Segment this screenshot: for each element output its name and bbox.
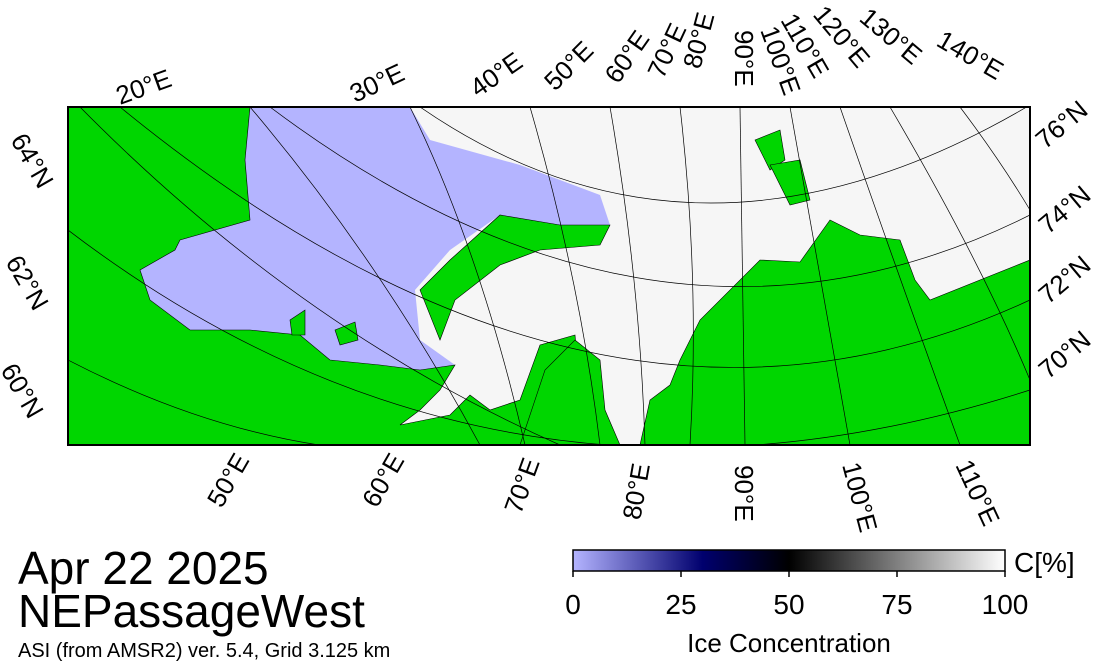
graticule (68, 107, 1030, 445)
land (639, 219, 1030, 445)
coord-label: 64°N (5, 128, 60, 193)
date: Apr 22 2025 (18, 542, 269, 594)
island (289, 309, 306, 336)
coord-label: 76°N (1030, 94, 1094, 154)
island (769, 159, 811, 206)
colorbar-tick-label: 100 (982, 589, 1029, 620)
coord-label: 72°N (1033, 249, 1097, 309)
island (334, 321, 359, 346)
land (68, 107, 581, 445)
colorbar (572, 549, 1006, 572)
region: NEPassageWest (18, 585, 365, 637)
colorbar-label: Ice Concentration (687, 628, 891, 658)
coord-label: 70°N (1033, 324, 1097, 384)
coord-label: 60°E (356, 448, 410, 512)
coord-label: 90°E (729, 30, 759, 87)
map (68, 107, 1030, 445)
coord-label: 40°E (464, 46, 528, 103)
coord-label: 80°E (617, 461, 656, 522)
coord-label: 74°N (1033, 179, 1097, 239)
coord-label: 80°E (677, 9, 721, 72)
coord-label: 62°N (0, 250, 55, 315)
coord-label: 30°E (345, 57, 409, 108)
source: ASI (from AMSR2) ver. 5.4, Grid 3.125 km (18, 640, 390, 662)
colorbar-tick-label: 75 (881, 589, 912, 620)
coord-label: 70°E (498, 454, 546, 518)
coord-label: 60°N (0, 358, 50, 423)
land (519, 339, 621, 445)
land (419, 214, 611, 341)
map-frame (67, 106, 1031, 446)
colorbar-tick-label: 0 (565, 589, 581, 620)
coord-label: 100°E (836, 459, 883, 535)
sea (140, 107, 610, 370)
coord-label: 140°E (932, 24, 1009, 86)
colorbar-tick-label: 25 (665, 589, 696, 620)
coord-label: 50°E (538, 35, 599, 96)
coord-label: 110°E (950, 455, 1006, 530)
colorbar-tick-label: 50 (773, 589, 804, 620)
colorbar-unit: C[%] (1014, 547, 1075, 578)
coord-label: 20°E (112, 63, 176, 111)
coord-label: 50°E (201, 448, 255, 512)
island (754, 129, 786, 171)
coord-label: 90°E (729, 465, 759, 522)
